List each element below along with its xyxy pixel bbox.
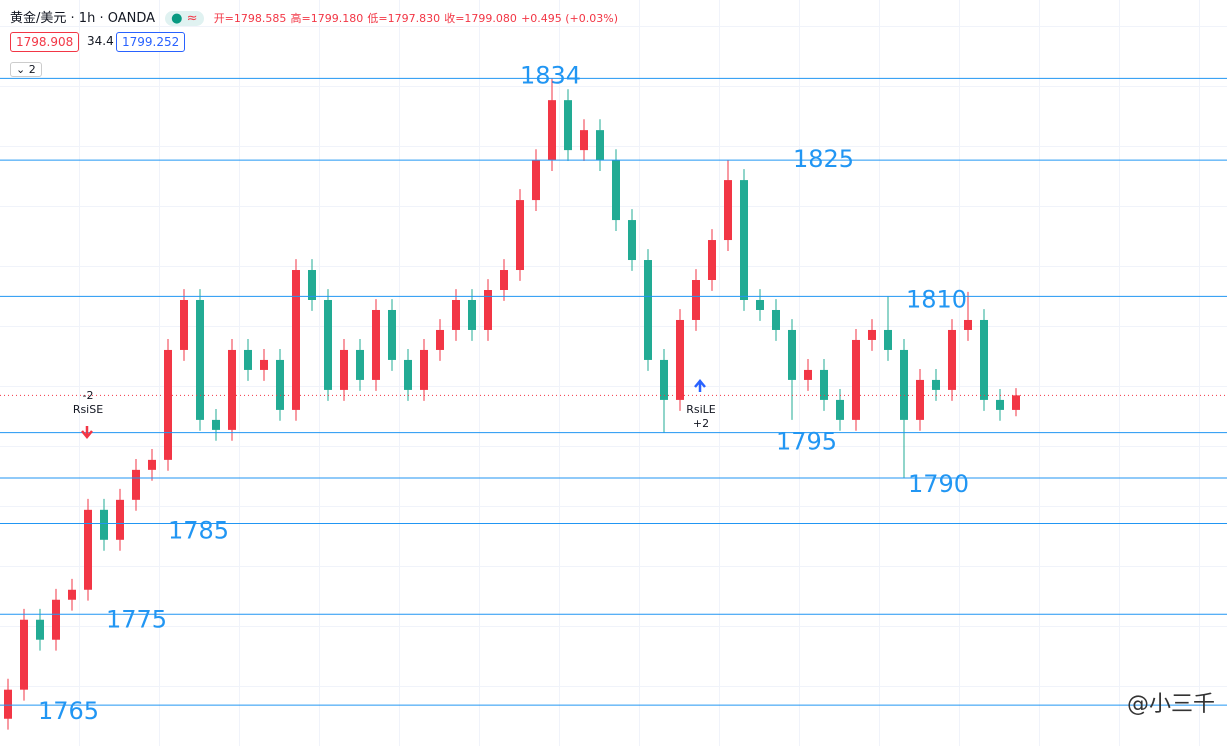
level-label: 1785: [168, 516, 229, 544]
long-arrow: [694, 379, 706, 392]
source: OANDA: [107, 11, 156, 26]
buy-button[interactable]: 1799.252: [116, 32, 186, 52]
header: 黄金/美元 · 1h · OANDA ● ≈ 开=1798.585 高=1799…: [10, 11, 619, 26]
level-label: 1790: [908, 470, 969, 498]
level-label: 1765: [38, 697, 99, 725]
annotation: RsiLE: [686, 403, 716, 416]
spread: 34.4: [82, 32, 119, 50]
sell-button[interactable]: 1798.908: [10, 32, 80, 52]
annotation: RsiSE: [73, 403, 103, 416]
level-label: 1825: [793, 145, 854, 173]
annotation: +2: [693, 417, 709, 430]
ohlc-close: 收=1799.080: [444, 12, 517, 25]
interval: 1h: [78, 11, 96, 26]
symbol: 黄金/美元: [10, 11, 67, 26]
level-label: 1810: [906, 285, 967, 313]
ohlc-change: +0.495 (+0.03%): [521, 12, 619, 25]
indicator-count: 2: [28, 63, 36, 76]
short-arrow: [81, 426, 93, 439]
indicator-toggle[interactable]: ⌄ 2: [10, 62, 42, 77]
status-pill[interactable]: ● ≈: [165, 11, 204, 26]
level-label: 1795: [776, 428, 837, 456]
ohlc-high: 高=1799.180: [290, 12, 364, 25]
level-label: 1775: [106, 605, 167, 633]
ohlc-open: 开=1798.585: [213, 12, 287, 25]
annotation: -2: [83, 389, 94, 402]
level-label: 1834: [520, 61, 581, 89]
ohlc-low: 低=1797.830: [367, 12, 441, 25]
watermark: @小三千: [1127, 692, 1215, 717]
